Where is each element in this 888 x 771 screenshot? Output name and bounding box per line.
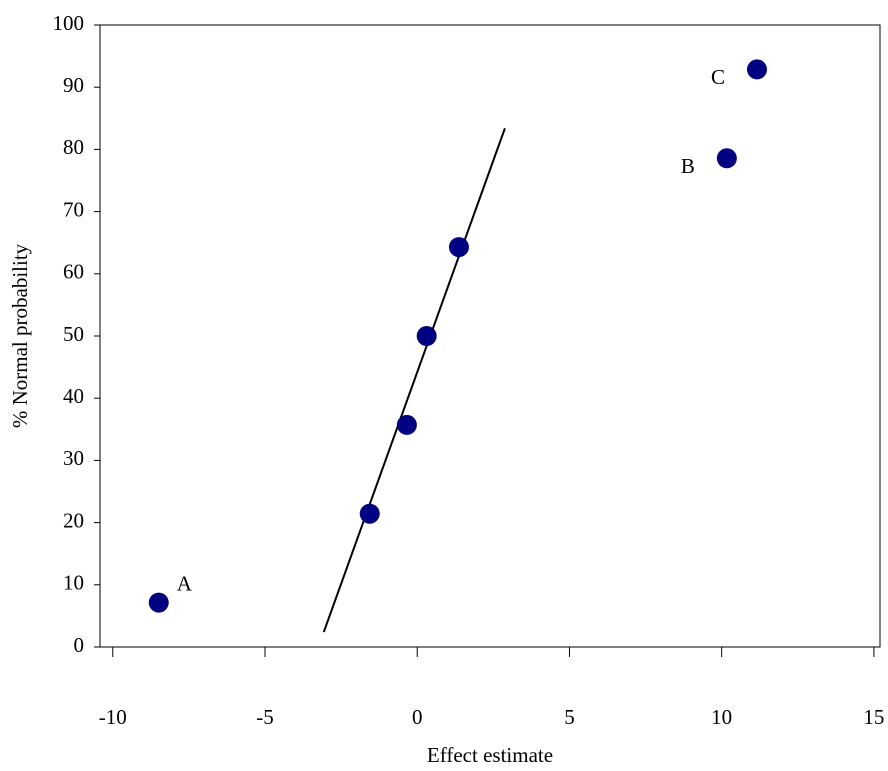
y-tick-label: 100: [53, 11, 85, 35]
annotation: C: [711, 65, 725, 89]
point: [717, 148, 737, 168]
annotation: B: [681, 154, 695, 178]
y-tick-label: 30: [63, 446, 84, 470]
point: [360, 504, 380, 524]
y-tick-label: 90: [63, 73, 84, 97]
fit-line: [324, 128, 505, 632]
y-tick-label: 10: [63, 571, 84, 595]
y-tick-label: 70: [63, 197, 84, 221]
y-tick-label: 0: [74, 633, 85, 657]
y-tick-label: 40: [63, 384, 84, 408]
x-tick-label: -5: [256, 705, 274, 729]
y-tick-label: 50: [63, 322, 84, 346]
y-tick-label: 60: [63, 260, 84, 284]
x-tick-label: 5: [564, 705, 575, 729]
point: [449, 237, 469, 257]
plot-frame: [100, 25, 880, 647]
chart: Effect estimate % Normal probability 0 10…: [0, 0, 888, 771]
x-tick-label: 15: [863, 705, 884, 729]
x-tick-label: 10: [711, 705, 732, 729]
y-tick-label: 80: [63, 135, 84, 159]
x-axis-label: Effect estimate: [427, 743, 553, 767]
x-tick-label: -10: [99, 705, 127, 729]
annotation: A: [177, 571, 193, 595]
point: [397, 415, 417, 435]
y-axis-label: % Normal probability: [8, 243, 32, 428]
point: [149, 593, 169, 613]
x-tick-label: 0: [412, 705, 423, 729]
y-tick-label: 20: [63, 508, 84, 532]
point: [747, 59, 767, 79]
point: [417, 326, 437, 346]
